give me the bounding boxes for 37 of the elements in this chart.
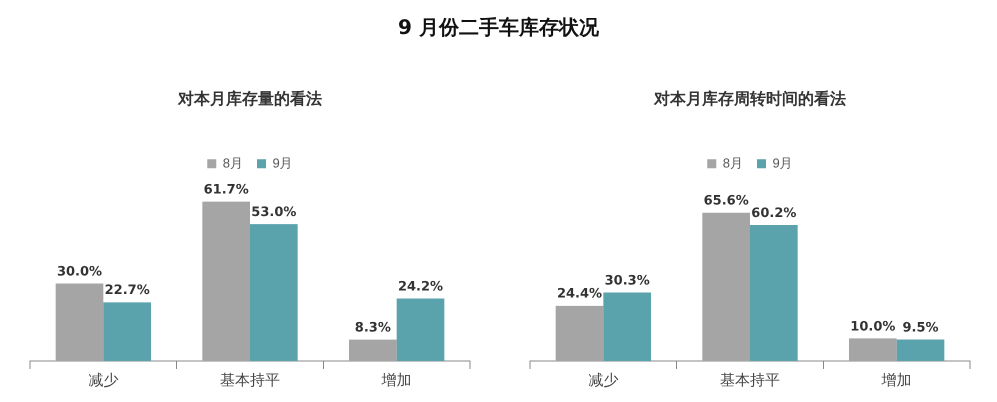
bar — [849, 338, 897, 361]
x-tick-label: 基本持平 — [720, 372, 780, 390]
data-label: 65.6% — [704, 194, 749, 209]
data-label: 24.2% — [398, 279, 444, 294]
bar — [603, 292, 651, 361]
data-label: 9.5% — [902, 320, 939, 336]
legend-label: 9月 — [272, 155, 293, 170]
bar — [896, 340, 944, 361]
x-tick-label: 减少 — [88, 372, 118, 390]
chart-title: 对本月库存量的看法 — [177, 88, 322, 108]
bar — [556, 306, 604, 361]
data-label: 22.7% — [104, 283, 150, 298]
data-label: 24.4% — [556, 286, 602, 302]
bar — [396, 298, 444, 361]
legend-label: 8月 — [722, 155, 744, 170]
x-tick-label: 减少 — [588, 372, 618, 390]
bar — [750, 224, 798, 361]
bar — [349, 340, 397, 361]
x-tick-label: 基本持平 — [220, 372, 280, 390]
legend-label: 8月 — [222, 155, 244, 170]
legend-label: 9月 — [772, 155, 793, 170]
bar — [250, 224, 298, 361]
x-tick-label: 增加 — [380, 372, 412, 390]
data-label: 61.7% — [204, 182, 249, 198]
data-label: 60.2% — [751, 206, 796, 221]
data-label: 10.0% — [850, 319, 896, 334]
chart-title: 对本月库存周转时间的看法 — [653, 88, 846, 108]
x-tick-label: 增加 — [880, 372, 912, 390]
bar — [702, 212, 750, 361]
text: 9 月份二手车库存状况 — [397, 14, 600, 41]
data-label: 30.0% — [56, 264, 102, 280]
data-label: 8.3% — [354, 320, 391, 336]
bar — [56, 284, 104, 361]
bar — [202, 202, 250, 361]
data-label: 53.0% — [251, 204, 296, 220]
bar — [103, 302, 151, 361]
data-label: 30.3% — [604, 273, 650, 288]
